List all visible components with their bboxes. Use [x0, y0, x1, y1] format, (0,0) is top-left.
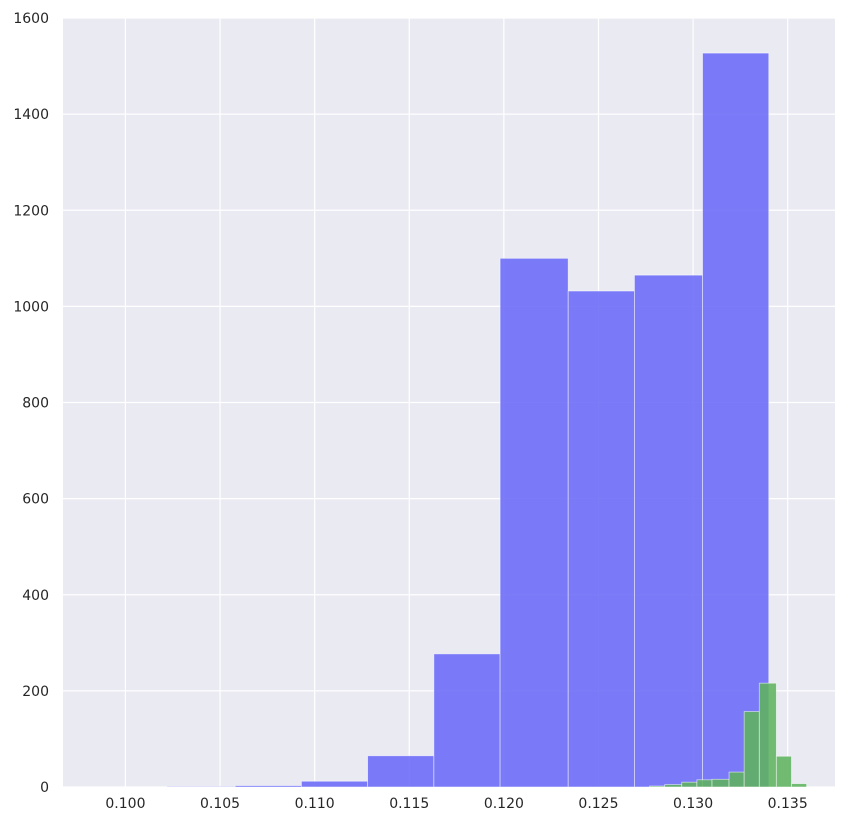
x-tick-label: 0.130: [673, 796, 713, 812]
histogram-bar: [499, 257, 569, 788]
x-tick-label: 0.105: [200, 796, 240, 812]
histogram-bar: [634, 274, 703, 788]
histogram-bar: [791, 783, 808, 788]
histogram-bar: [567, 290, 635, 788]
histogram-bar: [433, 653, 501, 788]
histogram-bar: [728, 771, 745, 788]
x-tick-label: 0.125: [578, 796, 618, 812]
y-tick-label: 200: [22, 684, 49, 700]
histogram-bars: [166, 52, 808, 788]
histogram-bar: [664, 784, 683, 788]
y-axis-ticks: 0 200 400 600 800 1000 1200 1400 1600: [13, 11, 49, 796]
y-tick-label: 1600: [13, 11, 49, 27]
histogram-bar: [702, 52, 770, 788]
y-tick-label: 1000: [13, 299, 49, 315]
histogram-bar: [301, 780, 369, 788]
histogram-bar: [681, 781, 698, 788]
x-axis-ticks: 0.100 0.105 0.110 0.115 0.120 0.125 0.130 0.135: [105, 796, 807, 812]
y-tick-label: 0: [40, 780, 49, 796]
histogram-bar: [649, 785, 666, 788]
histogram-bar: [758, 682, 777, 788]
histogram-bar: [711, 778, 730, 788]
histogram-bar: [234, 785, 302, 788]
x-tick-label: 0.120: [484, 796, 524, 812]
x-tick-label: 0.135: [768, 796, 808, 812]
x-tick-label: 0.100: [105, 796, 145, 812]
y-tick-label: 800: [22, 396, 49, 412]
histogram-bar: [775, 755, 792, 788]
x-tick-label: 0.110: [295, 796, 335, 812]
y-tick-label: 600: [22, 492, 49, 508]
y-tick-label: 400: [22, 588, 49, 604]
histogram-bar: [367, 755, 435, 788]
x-tick-label: 0.115: [389, 796, 429, 812]
y-tick-label: 1200: [13, 203, 49, 219]
histogram-bar: [743, 711, 760, 788]
y-tick-label: 1400: [13, 107, 49, 123]
histogram-bar: [696, 779, 713, 788]
